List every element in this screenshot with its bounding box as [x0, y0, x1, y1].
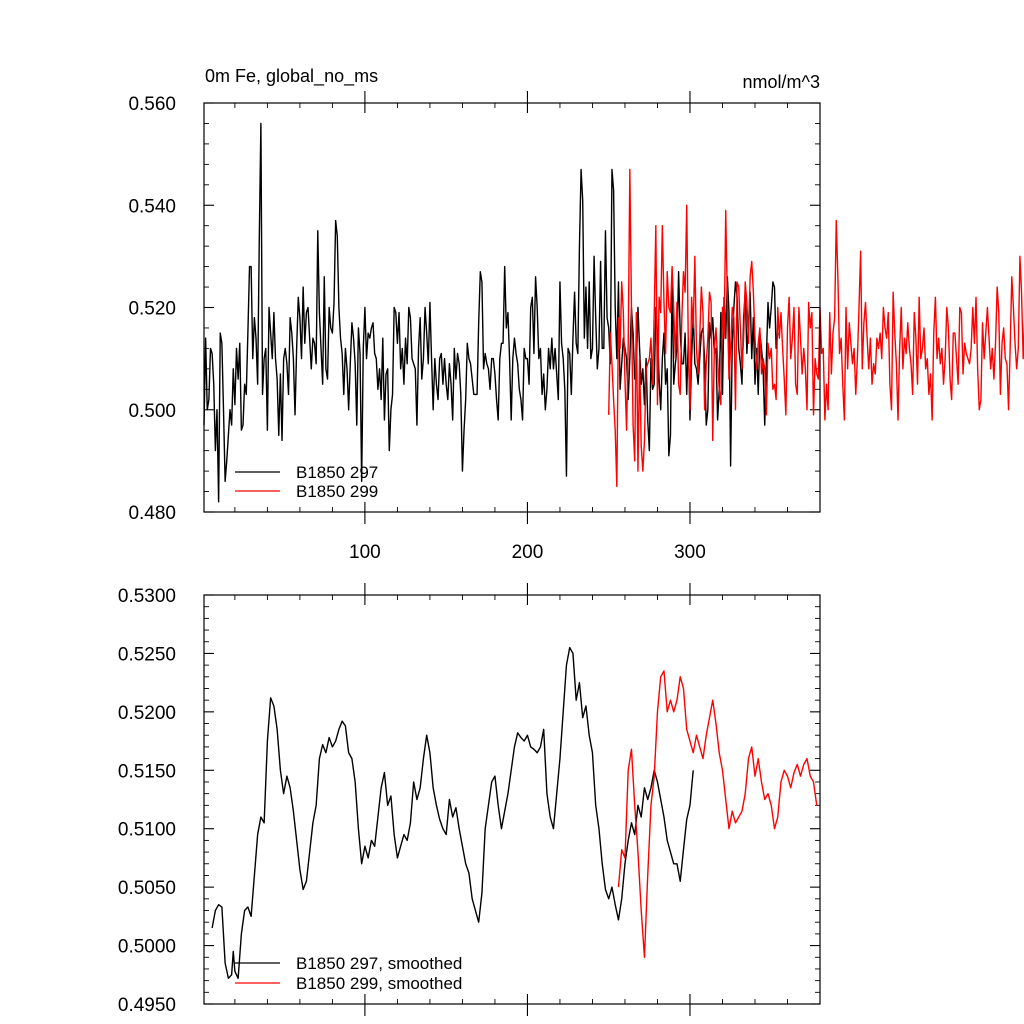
legend-label-b1850-299: B1850 299 [296, 482, 378, 501]
bottom-plot-frame [203, 594, 821, 1005]
top-series-lines [203, 122, 1024, 503]
top-legend: B1850 297 B1850 299 [235, 463, 378, 501]
chart-title: 0m Fe, global_no_ms [205, 66, 378, 87]
units-label: nmol/m^3 [743, 72, 820, 92]
y-tick-label: 0.5250 [118, 644, 176, 665]
bottom-legend: B1850 297, smoothed B1850 299, smoothed [235, 954, 462, 993]
series-line-b1850-299 [608, 168, 1024, 488]
y-tick-label: 0.5000 [118, 937, 176, 958]
y-tick-label: 0.4950 [118, 995, 176, 1016]
top-axis-ticks: 0.480 0.500 0.520 0.540 0.560 100 200 300 [128, 91, 820, 563]
series-line-b1850-299-smoothed [617, 670, 818, 958]
y-tick-label: 0.520 [128, 299, 176, 320]
top-panel: 0m Fe, global_no_ms nmol/m^3 0.4800.5000… [128, 66, 1024, 563]
top-plot-frame [203, 102, 821, 513]
x-tick-label: 300 [674, 542, 706, 563]
x-tick-label: 200 [512, 542, 544, 563]
y-tick-label: 0.480 [128, 503, 176, 524]
bottom-panel: 0.4950 0.5000 0.5050 0.5100 0.5150 0.5200 0.52… [118, 583, 821, 1016]
legend-label-b1850-297: B1850 297 [296, 463, 378, 482]
y-tick-label: 0.500 [128, 401, 176, 422]
y-tick-label: 0.5100 [118, 820, 176, 841]
y-tick-label: 0.560 [128, 94, 176, 115]
y-tick-label: 0.540 [128, 196, 176, 217]
y-tick-label: 0.5300 [118, 586, 176, 607]
bottom-series-lines [211, 646, 818, 979]
x-tick-label: 100 [349, 542, 381, 563]
y-tick-label: 0.5050 [118, 878, 176, 899]
legend-label-b1850-299-smoothed: B1850 299, smoothed [296, 974, 462, 993]
y-tick-label: 0.5200 [118, 703, 176, 724]
bottom-axis-ticks: 0.4950 0.5000 0.5050 0.5100 0.5150 0.5200 0.52… [118, 583, 820, 1016]
series-line-b1850-297 [203, 122, 779, 503]
legend-label-b1850-297-smoothed: B1850 297, smoothed [296, 954, 462, 973]
y-tick-label: 0.5150 [118, 761, 176, 782]
series-line-b1850-297-smoothed [211, 646, 694, 979]
